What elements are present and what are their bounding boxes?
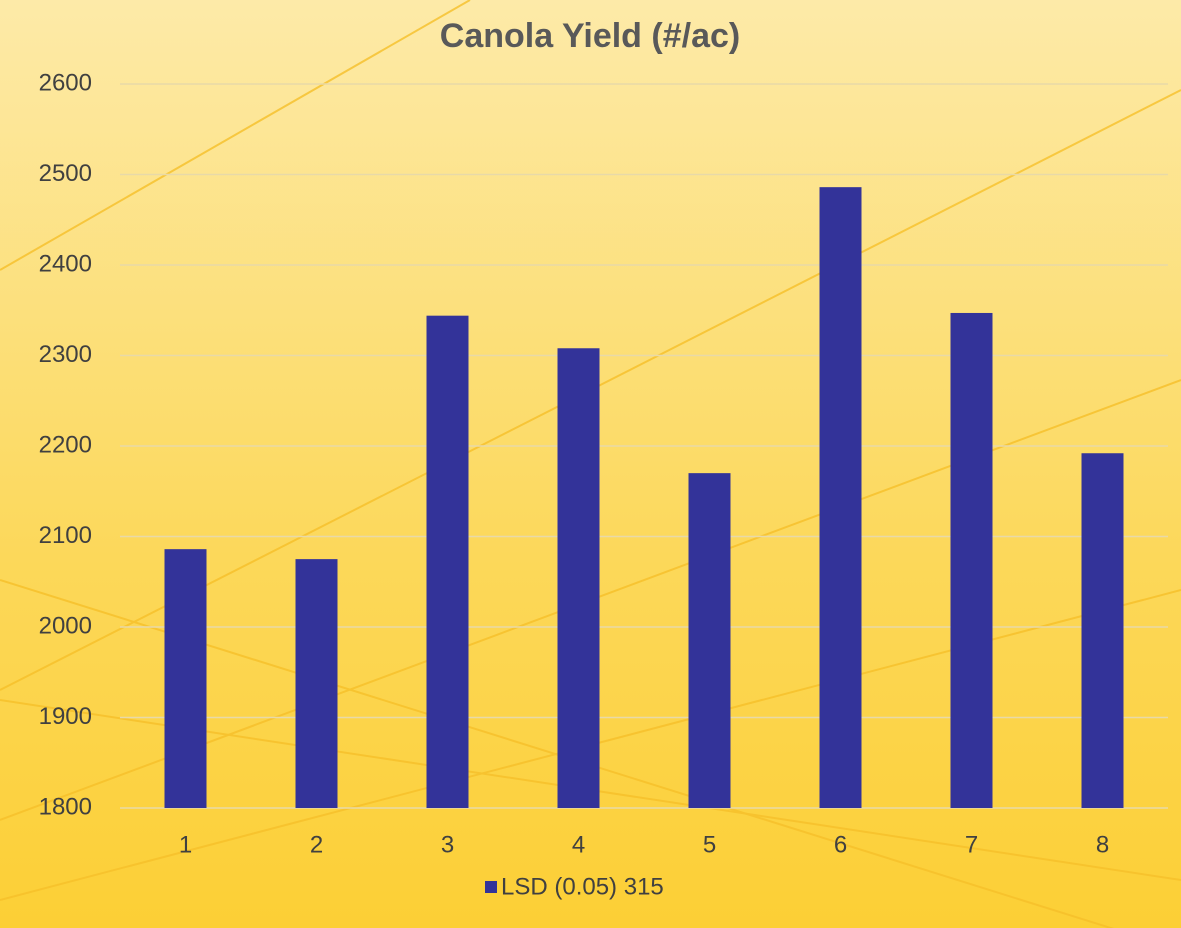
y-tick-label: 2300 bbox=[39, 341, 92, 368]
bar bbox=[1081, 453, 1124, 808]
x-tick-label: 1 bbox=[179, 831, 192, 858]
legend-label: LSD (0.05) 315 bbox=[501, 873, 664, 900]
bar bbox=[819, 187, 862, 809]
legend-swatch bbox=[485, 881, 497, 893]
y-tick-label: 2100 bbox=[39, 522, 92, 549]
x-tick-label: 4 bbox=[572, 831, 585, 858]
y-tick-label: 2500 bbox=[39, 160, 92, 187]
bar bbox=[557, 348, 600, 808]
y-tick-label: 1800 bbox=[39, 793, 92, 820]
x-tick-label: 5 bbox=[703, 831, 716, 858]
chart-title: Canola Yield (#/ac) bbox=[440, 17, 740, 55]
x-tick-label: 3 bbox=[441, 831, 454, 858]
y-tick-label: 2200 bbox=[39, 431, 92, 458]
x-tick-label: 7 bbox=[965, 831, 978, 858]
y-tick-label: 2600 bbox=[39, 69, 92, 96]
bar bbox=[950, 312, 993, 808]
x-tick-label: 6 bbox=[834, 831, 847, 858]
y-tick-label: 2400 bbox=[39, 250, 92, 277]
bar bbox=[688, 473, 731, 808]
x-tick-label: 2 bbox=[310, 831, 323, 858]
bar bbox=[164, 549, 207, 808]
x-tick-label: 8 bbox=[1096, 831, 1109, 858]
y-tick-label: 1900 bbox=[39, 703, 92, 730]
y-tick-label: 2000 bbox=[39, 612, 92, 639]
bar bbox=[295, 559, 338, 808]
bar bbox=[426, 315, 469, 808]
